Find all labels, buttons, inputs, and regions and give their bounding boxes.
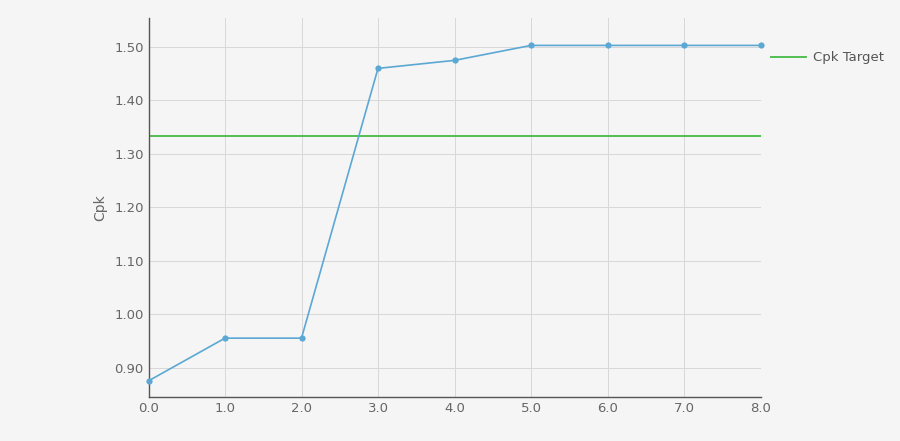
Y-axis label: Cpk: Cpk: [94, 194, 107, 220]
Text: Cpk Target: Cpk Target: [813, 51, 884, 64]
